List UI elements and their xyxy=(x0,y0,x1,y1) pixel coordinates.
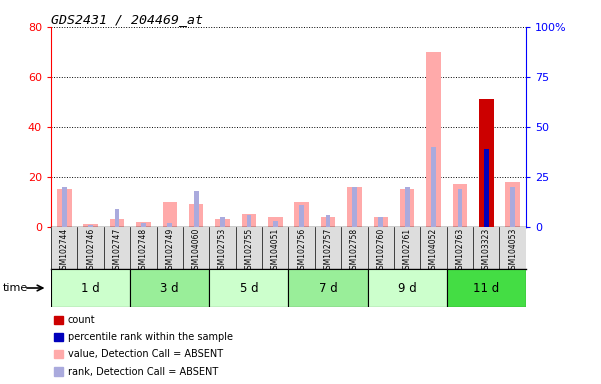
Text: GSM104051: GSM104051 xyxy=(271,228,280,274)
Text: GSM102756: GSM102756 xyxy=(297,228,306,274)
Bar xyxy=(220,217,225,227)
Bar xyxy=(57,189,72,227)
Text: time: time xyxy=(3,283,28,293)
Text: GDS2431 / 204469_at: GDS2431 / 204469_at xyxy=(51,13,203,26)
Bar xyxy=(55,333,63,341)
Text: GSM104052: GSM104052 xyxy=(429,228,438,274)
Bar xyxy=(368,269,447,307)
Bar xyxy=(130,269,209,307)
Bar xyxy=(505,182,520,227)
Text: count: count xyxy=(68,314,96,325)
Bar xyxy=(215,219,230,227)
Text: 7 d: 7 d xyxy=(319,281,337,295)
Text: GSM102755: GSM102755 xyxy=(245,228,254,274)
Bar xyxy=(447,269,526,307)
Text: GSM104060: GSM104060 xyxy=(192,228,201,274)
Bar xyxy=(110,219,124,227)
Bar xyxy=(268,217,282,227)
Text: 11 d: 11 d xyxy=(473,281,499,295)
Bar xyxy=(194,190,198,227)
Bar xyxy=(246,215,251,227)
Bar xyxy=(379,217,383,227)
Text: GSM104053: GSM104053 xyxy=(508,228,517,274)
Bar xyxy=(374,217,388,227)
Text: GSM102753: GSM102753 xyxy=(218,228,227,274)
Text: 9 d: 9 d xyxy=(398,281,416,295)
Text: GSM102761: GSM102761 xyxy=(403,228,412,274)
Bar xyxy=(242,214,256,227)
Bar xyxy=(55,367,63,376)
Bar xyxy=(299,205,304,227)
Bar xyxy=(479,99,493,227)
Text: GSM103323: GSM103323 xyxy=(482,228,491,274)
Bar xyxy=(88,225,93,227)
Bar xyxy=(55,316,63,324)
Text: 5 d: 5 d xyxy=(240,281,258,295)
Bar xyxy=(294,202,309,227)
Bar xyxy=(84,224,98,227)
Bar xyxy=(136,222,151,227)
Text: rank, Detection Call = ABSENT: rank, Detection Call = ABSENT xyxy=(68,366,218,377)
Bar xyxy=(453,184,467,227)
Text: GSM102746: GSM102746 xyxy=(86,228,95,274)
Bar xyxy=(400,189,415,227)
Text: GSM102747: GSM102747 xyxy=(112,228,121,274)
Text: GSM102760: GSM102760 xyxy=(376,228,385,274)
Bar xyxy=(321,217,335,227)
Bar xyxy=(55,350,63,358)
Text: GSM102749: GSM102749 xyxy=(165,228,174,274)
Bar xyxy=(288,269,368,307)
Bar xyxy=(51,269,130,307)
Text: GSM102757: GSM102757 xyxy=(323,228,332,274)
Text: GSM102744: GSM102744 xyxy=(59,228,69,274)
Bar xyxy=(426,52,441,227)
Bar xyxy=(352,187,357,227)
Bar xyxy=(326,215,331,227)
Bar xyxy=(405,187,409,227)
Bar xyxy=(510,187,515,227)
Bar xyxy=(115,209,120,227)
Bar xyxy=(484,149,489,227)
Bar xyxy=(431,147,436,227)
Text: value, Detection Call = ABSENT: value, Detection Call = ABSENT xyxy=(68,349,223,359)
Bar xyxy=(162,202,177,227)
Bar xyxy=(457,189,462,227)
Bar xyxy=(168,223,172,227)
Bar xyxy=(141,223,146,227)
Bar xyxy=(209,269,288,307)
Text: 1 d: 1 d xyxy=(81,281,100,295)
Text: GSM102763: GSM102763 xyxy=(456,228,465,274)
Bar xyxy=(347,187,362,227)
Bar xyxy=(189,204,203,227)
Bar xyxy=(62,187,67,227)
Text: GSM102748: GSM102748 xyxy=(139,228,148,274)
Text: 3 d: 3 d xyxy=(160,281,179,295)
Text: GSM102758: GSM102758 xyxy=(350,228,359,274)
Text: percentile rank within the sample: percentile rank within the sample xyxy=(68,332,233,342)
Bar xyxy=(273,220,278,227)
